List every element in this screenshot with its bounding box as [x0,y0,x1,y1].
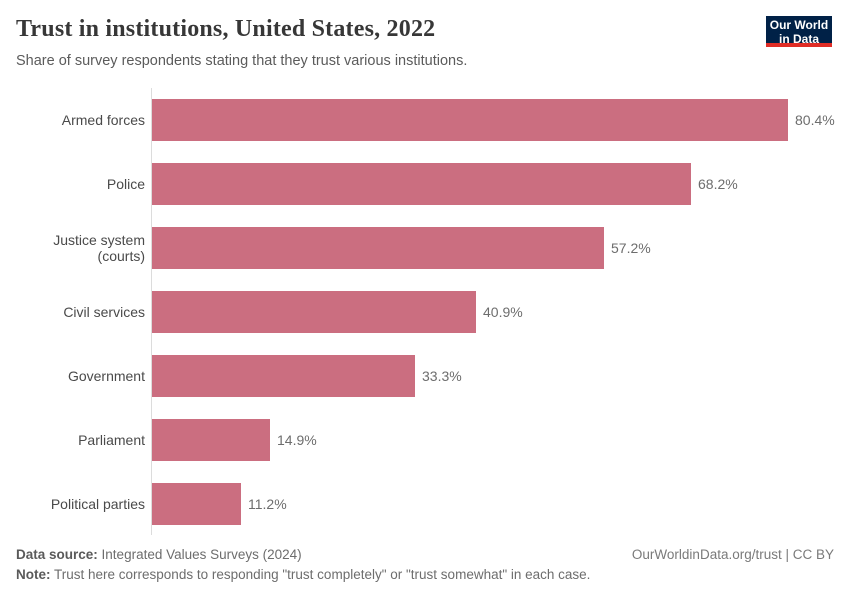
bar[interactable] [152,483,241,525]
owid-link[interactable]: OurWorldinData.org/trust | CC BY [631,547,834,562]
chart-title: Trust in institutions, United States, 20… [16,16,436,42]
bar-row: Political parties 11.2% [16,472,834,536]
bar[interactable] [152,163,691,205]
bar-area: 40.9% [152,280,834,344]
note-label: Note: [16,567,51,582]
bar[interactable] [152,355,415,397]
footer-left: Data source: Integrated Values Surveys (… [16,545,590,585]
bar-area: 11.2% [152,472,834,536]
category-label: Government [67,368,145,384]
bar[interactable] [152,419,270,461]
bar-row: Civil services 40.9% [16,280,834,344]
category-label: Civil services [63,304,145,320]
value-label: 68.2% [698,176,738,192]
chart-footer: Data source: Integrated Values Surveys (… [16,545,834,585]
bar[interactable] [152,227,604,269]
owid-logo[interactable]: Our World in Data [766,16,832,47]
bar-area: 80.4% [152,88,835,152]
value-label: 33.3% [422,368,462,384]
bar-area: 33.3% [152,344,834,408]
note-text: Trust here corresponds to responding "tr… [54,567,591,582]
data-source-text: Integrated Values Surveys (2024) [101,547,302,562]
bar-area: 57.2% [152,216,834,280]
owid-logo-line2: in Data [778,32,819,46]
value-label: 14.9% [277,432,317,448]
y-axis-line [151,88,152,535]
category-label: Armed forces [61,112,145,128]
note-line: Note: Trust here corresponds to respondi… [16,565,590,585]
bar[interactable] [152,99,788,141]
bar-area: 68.2% [152,152,834,216]
category-label: Justice system (courts) [53,232,145,264]
value-label: 80.4% [795,112,835,128]
bar-area: 14.9% [152,408,834,472]
value-label: 11.2% [248,496,287,512]
owid-logo-line1: Our World [769,18,829,32]
bar-rows: Armed forces 80.4% Police 68.2% Justice … [16,88,835,536]
bar-row: Government 33.3% [16,344,834,408]
category-label: Political parties [50,496,145,512]
bar-row: Police 68.2% [16,152,834,216]
bar-chart: Armed forces 80.4% Police 68.2% Justice … [16,88,835,536]
data-source-label: Data source: [16,547,98,562]
bar[interactable] [152,291,476,333]
bar-row: Justice system (courts) 57.2% [16,216,834,280]
category-label: Police [106,176,145,192]
bar-row: Parliament 14.9% [16,408,834,472]
bar-row: Armed forces 80.4% [16,88,835,152]
value-label: 57.2% [611,240,651,256]
category-label: Parliament [78,432,145,448]
data-source-line: Data source: Integrated Values Surveys (… [16,545,590,565]
value-label: 40.9% [483,304,523,320]
chart-subtitle: Share of survey respondents stating that… [16,53,468,69]
